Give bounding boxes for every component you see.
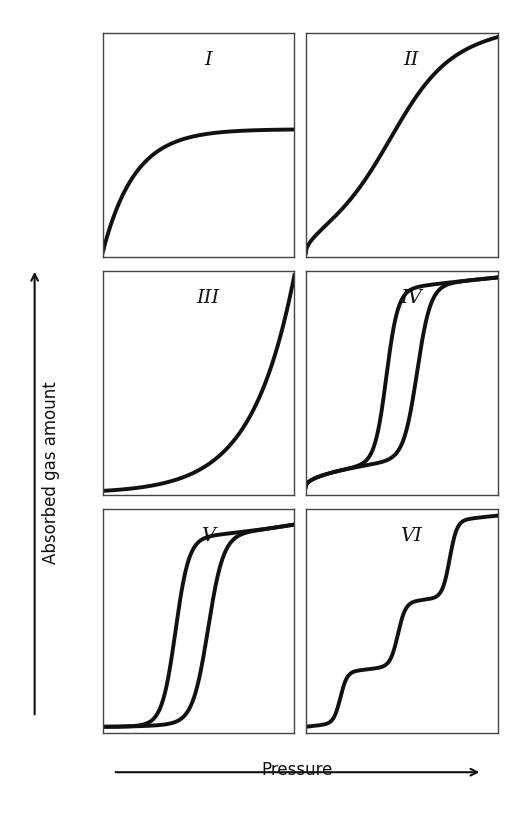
Text: Absorbed gas amount: Absorbed gas amount (42, 381, 61, 564)
Text: VI: VI (400, 526, 422, 544)
Text: II: II (404, 51, 419, 68)
Text: III: III (196, 289, 220, 306)
Text: Pressure: Pressure (262, 761, 333, 779)
Text: I: I (204, 51, 212, 68)
Text: IV: IV (400, 289, 422, 306)
Text: V: V (201, 526, 215, 544)
